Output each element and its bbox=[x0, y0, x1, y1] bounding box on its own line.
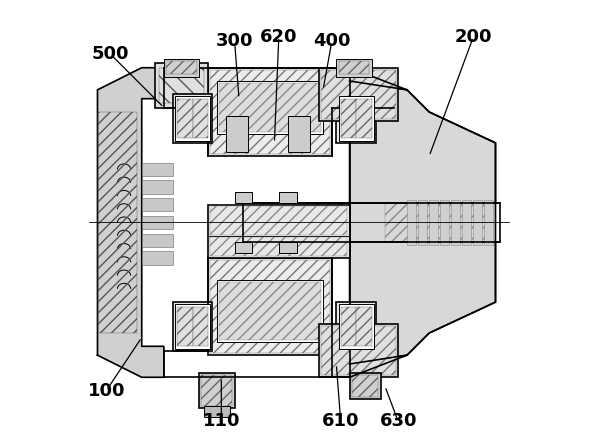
Bar bbox=[219, 282, 321, 340]
Bar bbox=[193, 307, 208, 346]
Bar bbox=[321, 70, 396, 118]
Bar bbox=[142, 163, 173, 176]
Bar bbox=[484, 200, 493, 245]
Bar bbox=[142, 216, 173, 229]
Bar bbox=[193, 99, 208, 138]
Bar bbox=[279, 243, 296, 254]
Bar bbox=[142, 198, 173, 211]
Text: 630: 630 bbox=[380, 413, 417, 430]
Bar bbox=[160, 68, 203, 103]
Bar bbox=[84, 37, 496, 408]
Bar bbox=[288, 116, 310, 152]
Bar bbox=[318, 68, 398, 121]
Bar bbox=[336, 94, 376, 143]
Text: 500: 500 bbox=[92, 45, 129, 64]
Bar bbox=[451, 200, 460, 245]
Bar bbox=[211, 237, 347, 256]
Bar bbox=[226, 116, 248, 152]
Bar bbox=[97, 112, 138, 333]
Bar bbox=[339, 97, 374, 141]
Bar bbox=[341, 99, 356, 138]
Bar bbox=[235, 191, 252, 202]
Bar bbox=[321, 327, 396, 375]
Bar bbox=[339, 61, 369, 74]
Bar bbox=[463, 200, 471, 245]
Bar bbox=[385, 203, 491, 242]
Bar bbox=[166, 61, 197, 74]
Bar bbox=[318, 324, 398, 377]
Bar bbox=[164, 59, 199, 77]
Text: 100: 100 bbox=[88, 381, 125, 400]
Bar bbox=[211, 260, 330, 353]
Bar bbox=[219, 83, 321, 132]
Bar bbox=[142, 251, 173, 264]
Bar bbox=[407, 200, 416, 245]
Bar bbox=[177, 99, 193, 138]
Bar bbox=[341, 307, 356, 346]
Bar bbox=[352, 375, 378, 397]
Bar bbox=[339, 304, 374, 348]
Bar bbox=[261, 202, 491, 243]
Bar bbox=[429, 200, 438, 245]
Bar bbox=[208, 205, 349, 258]
Bar bbox=[203, 406, 230, 417]
Text: 200: 200 bbox=[455, 28, 492, 46]
Bar bbox=[142, 181, 173, 194]
Text: 610: 610 bbox=[322, 413, 359, 430]
Bar bbox=[217, 81, 323, 134]
Bar bbox=[356, 99, 372, 138]
Bar bbox=[235, 243, 252, 254]
Bar bbox=[418, 200, 427, 245]
Bar bbox=[440, 200, 449, 245]
Bar bbox=[177, 307, 193, 346]
Text: 110: 110 bbox=[203, 413, 240, 430]
Bar bbox=[175, 304, 211, 348]
Bar bbox=[211, 206, 347, 235]
Bar bbox=[142, 234, 173, 247]
Bar bbox=[473, 200, 482, 245]
Bar bbox=[211, 70, 330, 154]
Bar bbox=[217, 280, 323, 342]
Bar bbox=[208, 258, 332, 355]
Bar bbox=[349, 373, 381, 400]
Text: 620: 620 bbox=[260, 28, 298, 46]
Bar bbox=[244, 202, 500, 243]
Bar bbox=[173, 302, 212, 351]
Bar bbox=[155, 63, 208, 108]
Polygon shape bbox=[97, 68, 164, 377]
Bar bbox=[336, 302, 376, 351]
Bar bbox=[173, 94, 212, 143]
Bar bbox=[208, 68, 332, 156]
Bar bbox=[175, 97, 211, 141]
Text: 400: 400 bbox=[313, 32, 350, 50]
Text: 300: 300 bbox=[216, 32, 253, 50]
Bar bbox=[279, 191, 296, 202]
Bar bbox=[199, 373, 235, 408]
Bar bbox=[202, 375, 232, 406]
Bar bbox=[336, 59, 372, 77]
Polygon shape bbox=[349, 81, 496, 364]
Bar bbox=[356, 307, 372, 346]
